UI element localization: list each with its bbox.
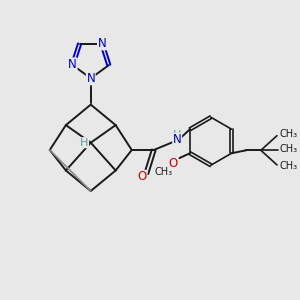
- Text: H: H: [173, 130, 181, 140]
- Text: CH₃: CH₃: [279, 160, 297, 170]
- Text: N: N: [86, 72, 95, 85]
- Text: N: N: [173, 133, 182, 146]
- Text: O: O: [137, 170, 147, 183]
- Text: N: N: [98, 37, 106, 50]
- Text: N: N: [68, 58, 77, 71]
- Text: CH₃: CH₃: [279, 129, 297, 139]
- Text: O: O: [169, 157, 178, 170]
- Text: CH₃: CH₃: [280, 144, 298, 154]
- Text: CH₃: CH₃: [154, 167, 173, 177]
- Text: H: H: [80, 138, 88, 148]
